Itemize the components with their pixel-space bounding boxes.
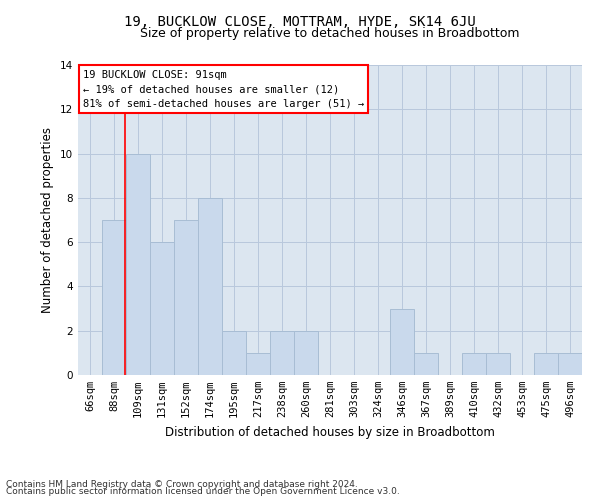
Bar: [294, 330, 318, 375]
Bar: [534, 353, 558, 375]
Bar: [126, 154, 150, 375]
Bar: [246, 353, 270, 375]
Text: 19, BUCKLOW CLOSE, MOTTRAM, HYDE, SK14 6JU: 19, BUCKLOW CLOSE, MOTTRAM, HYDE, SK14 6…: [124, 15, 476, 29]
Bar: [390, 308, 414, 375]
Bar: [414, 353, 438, 375]
Text: 19 BUCKLOW CLOSE: 91sqm
← 19% of detached houses are smaller (12)
81% of semi-de: 19 BUCKLOW CLOSE: 91sqm ← 19% of detache…: [83, 70, 364, 110]
Bar: [150, 242, 174, 375]
Bar: [102, 220, 126, 375]
Y-axis label: Number of detached properties: Number of detached properties: [41, 127, 55, 313]
Bar: [222, 330, 246, 375]
Text: Contains public sector information licensed under the Open Government Licence v3: Contains public sector information licen…: [6, 487, 400, 496]
Bar: [462, 353, 486, 375]
Title: Size of property relative to detached houses in Broadbottom: Size of property relative to detached ho…: [140, 27, 520, 40]
Bar: [270, 330, 294, 375]
X-axis label: Distribution of detached houses by size in Broadbottom: Distribution of detached houses by size …: [165, 426, 495, 438]
Bar: [486, 353, 510, 375]
Text: Contains HM Land Registry data © Crown copyright and database right 2024.: Contains HM Land Registry data © Crown c…: [6, 480, 358, 489]
Bar: [174, 220, 198, 375]
Bar: [198, 198, 222, 375]
Bar: [558, 353, 582, 375]
